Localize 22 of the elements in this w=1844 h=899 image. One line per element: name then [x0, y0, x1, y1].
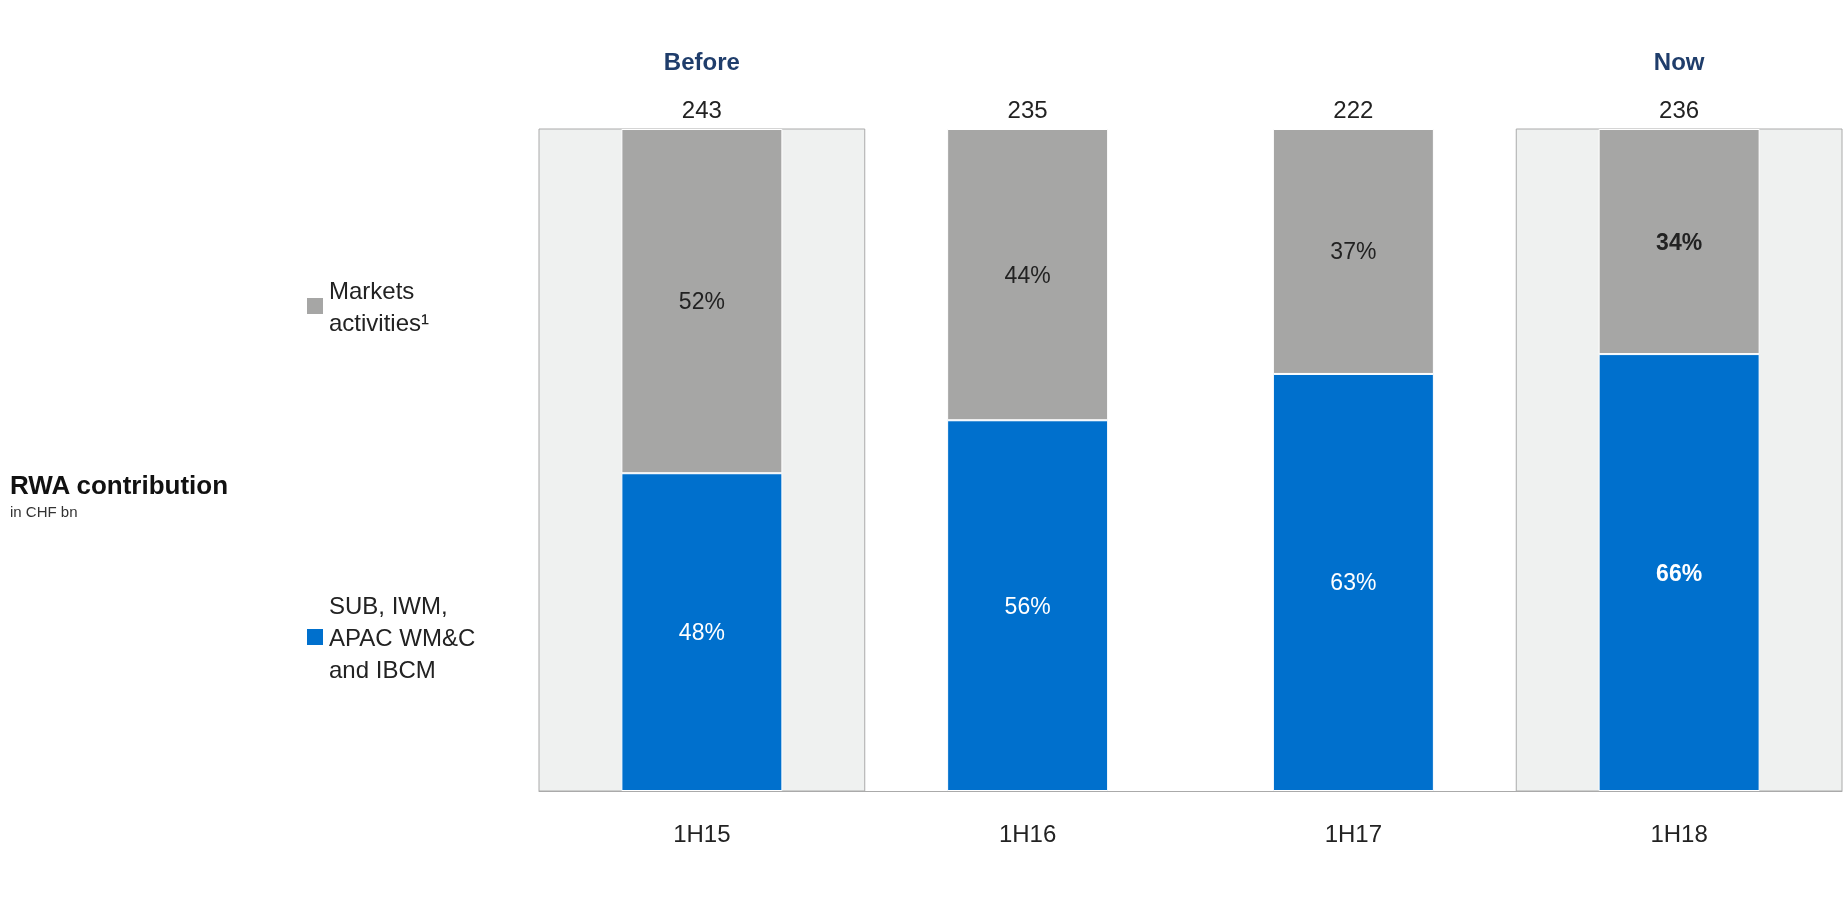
annotation: 222	[1333, 95, 1374, 123]
data-label: 48%	[678, 619, 725, 646]
data-label: 66%	[1656, 559, 1703, 586]
annotation: 236	[1659, 95, 1700, 123]
text: in CHF bn	[10, 503, 78, 520]
x-tick-label: 1H18	[1650, 819, 1708, 847]
data-label: 34%	[1656, 228, 1703, 255]
x-tick-label: 1H17	[1324, 819, 1383, 847]
x-tick-label: 1H16	[998, 819, 1057, 847]
data-label: 56%	[1004, 592, 1051, 619]
data-label: 37%	[1330, 238, 1377, 265]
band-label: Before	[663, 48, 740, 75]
annotation: 243	[681, 95, 722, 123]
band-label: Now	[1653, 48, 1705, 75]
data-label: 63%	[1330, 569, 1377, 596]
data-label: 52%	[678, 288, 725, 315]
text: RWA contribution	[10, 470, 229, 500]
x-tick-label: 1H15	[673, 819, 731, 847]
legend-label: SUB, IWM, APAC WM&C and IBCM	[329, 591, 476, 683]
annotation: 235	[1007, 95, 1048, 123]
legend-label: Markets activities¹	[329, 276, 430, 336]
data-label: 44%	[1004, 261, 1051, 288]
